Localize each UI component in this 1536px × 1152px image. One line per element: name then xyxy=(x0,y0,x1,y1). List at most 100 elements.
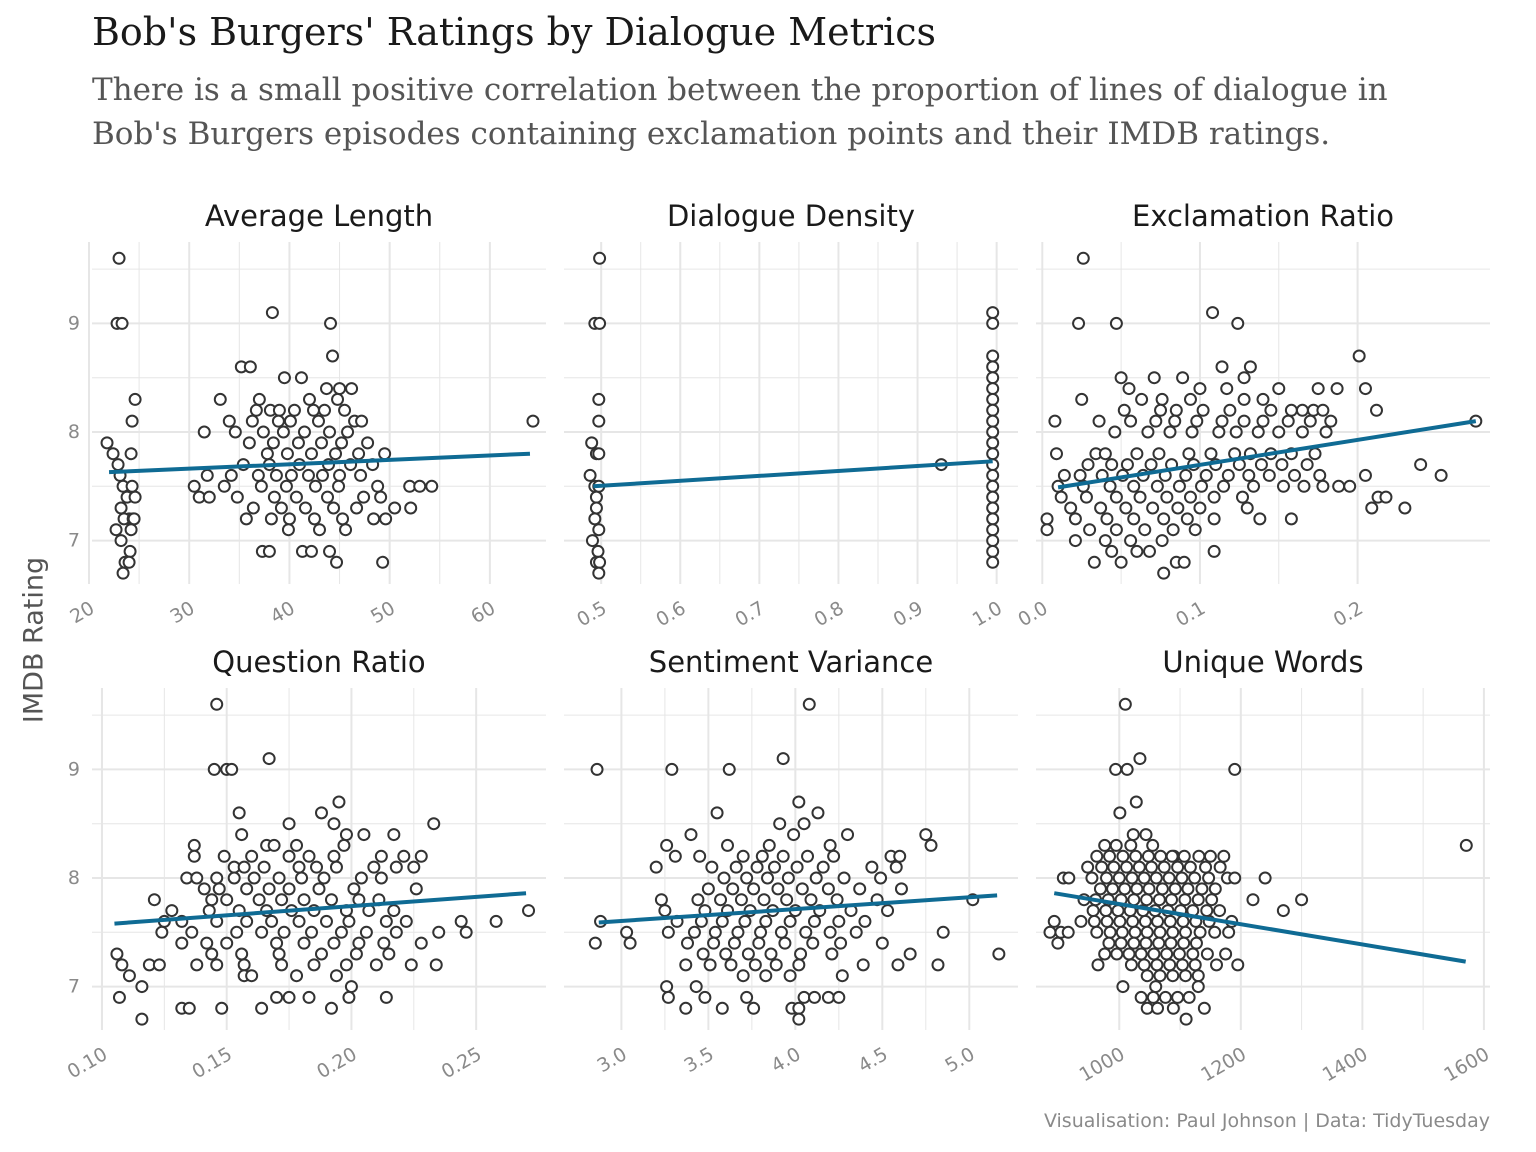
data-point xyxy=(801,849,815,863)
data-point xyxy=(187,849,201,863)
data-point xyxy=(585,534,599,548)
data-point xyxy=(1111,904,1125,918)
data-point xyxy=(409,882,423,896)
data-point xyxy=(1151,914,1165,928)
data-point xyxy=(1284,512,1298,526)
data-point xyxy=(1195,479,1209,493)
data-point xyxy=(106,447,120,461)
data-point xyxy=(335,436,349,450)
data-point xyxy=(992,947,1006,961)
data-point xyxy=(1057,468,1071,482)
data-point xyxy=(1064,501,1078,515)
data-point xyxy=(213,392,227,406)
data-point xyxy=(1414,458,1428,472)
data-point xyxy=(1091,958,1105,972)
data-point xyxy=(715,914,729,928)
data-point xyxy=(1157,512,1171,526)
data-point xyxy=(1141,849,1155,863)
data-point xyxy=(352,447,366,461)
data-point xyxy=(1303,414,1317,428)
data-point xyxy=(1188,871,1202,885)
data-point xyxy=(1122,947,1136,961)
data-point xyxy=(1297,479,1311,493)
data-point xyxy=(792,958,806,972)
data-point xyxy=(1237,414,1251,428)
data-point xyxy=(719,947,733,961)
data-point xyxy=(332,795,346,809)
data-point xyxy=(302,849,316,863)
data-point xyxy=(1200,947,1214,961)
data-point xyxy=(1197,1001,1211,1015)
data-point xyxy=(1319,425,1333,439)
data-point xyxy=(230,925,244,939)
data-point xyxy=(747,1001,761,1015)
data-point xyxy=(307,512,321,526)
data-point xyxy=(270,990,284,1004)
data-point xyxy=(239,512,253,526)
data-point xyxy=(1166,523,1180,537)
data-point xyxy=(522,904,536,918)
facet-unique-words: Unique Words 1000 1200 1400 1600 xyxy=(1036,645,1493,1086)
data-point xyxy=(264,512,278,526)
data-point xyxy=(1195,882,1209,896)
data-point xyxy=(1157,566,1171,580)
data-point xyxy=(277,371,291,385)
data-point xyxy=(1146,838,1160,852)
data-point xyxy=(592,392,606,406)
data-point xyxy=(1196,403,1210,417)
data-point xyxy=(1076,251,1090,265)
data-point xyxy=(135,1012,149,1026)
data-point xyxy=(1062,871,1076,885)
facet-title: Unique Words xyxy=(1162,645,1363,679)
data-point xyxy=(1054,490,1068,504)
data-point xyxy=(289,490,303,504)
data-point xyxy=(1185,425,1199,439)
data-point xyxy=(1134,990,1148,1004)
data-point xyxy=(301,468,315,482)
data-point xyxy=(337,838,351,852)
data-point xyxy=(654,893,668,907)
data-point xyxy=(349,947,363,961)
data-point xyxy=(776,849,790,863)
data-point xyxy=(1124,958,1138,972)
data-point xyxy=(1049,447,1063,461)
data-point xyxy=(986,414,1000,428)
data-point xyxy=(661,925,675,939)
x-tick-label: 0.2 xyxy=(1330,597,1367,631)
data-point xyxy=(329,447,343,461)
x-tick-label: 0.5 xyxy=(573,597,610,631)
data-point xyxy=(856,958,870,972)
data-point xyxy=(1154,849,1168,863)
data-point xyxy=(736,849,750,863)
data-point xyxy=(324,1001,338,1015)
data-point xyxy=(731,925,745,939)
data-point xyxy=(1113,914,1127,928)
data-point xyxy=(1228,762,1242,776)
data-point xyxy=(1147,947,1161,961)
data-point xyxy=(304,544,318,558)
data-point xyxy=(297,425,311,439)
data-point xyxy=(427,817,441,831)
data-point xyxy=(767,860,781,874)
data-point xyxy=(344,980,358,994)
data-point xyxy=(109,523,123,537)
data-point xyxy=(881,904,895,918)
data-point xyxy=(282,990,296,1004)
data-point xyxy=(1149,871,1163,885)
data-point xyxy=(589,490,603,504)
data-point xyxy=(361,436,375,450)
data-point xyxy=(1332,479,1346,493)
data-point xyxy=(792,1012,806,1026)
data-point xyxy=(237,860,251,874)
data-point xyxy=(1459,838,1473,852)
data-point xyxy=(1203,849,1217,863)
data-point xyxy=(1118,697,1132,711)
data-point xyxy=(147,893,161,907)
data-point xyxy=(592,566,606,580)
data-point xyxy=(1132,860,1146,874)
data-point xyxy=(1219,947,1233,961)
x-tick-label: 0.0 xyxy=(1014,597,1051,631)
data-point xyxy=(1237,392,1251,406)
data-point xyxy=(780,893,794,907)
data-point xyxy=(307,958,321,972)
